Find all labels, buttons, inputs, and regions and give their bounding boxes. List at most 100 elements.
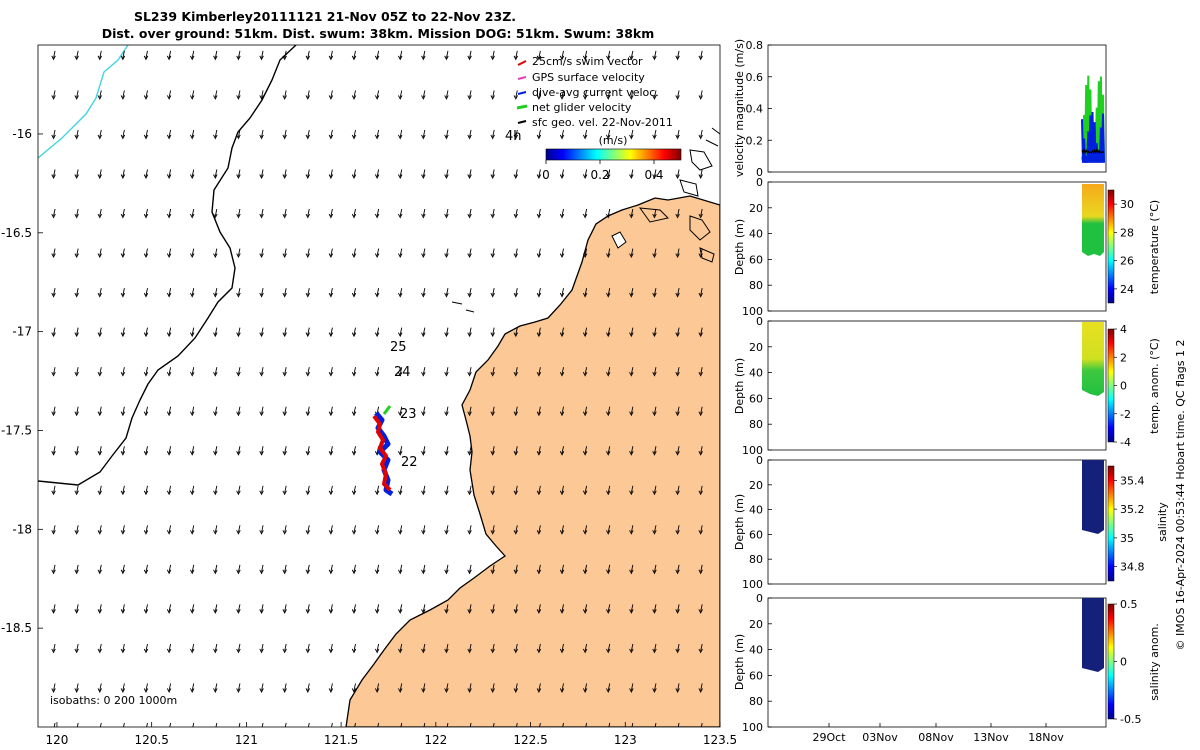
sfc-velocity-arrowhead xyxy=(374,134,380,140)
sfc-velocity-arrow xyxy=(122,208,125,217)
sfc-velocity-arrow xyxy=(584,683,588,691)
sfc-velocity-arrow xyxy=(538,248,541,256)
sfc-velocity-arrow xyxy=(122,446,125,454)
sfc-velocity-arrowhead xyxy=(536,490,542,496)
sfc-velocity-arrow xyxy=(561,90,564,98)
sfc-velocity-arrowhead xyxy=(190,728,194,732)
sfc-velocity-arrowhead xyxy=(559,411,565,417)
sfc-velocity-arrow xyxy=(191,90,195,98)
sfc-velocity-arrowhead xyxy=(675,451,680,456)
map-panel: 4h 25 24 23 22 120 120.5 121 121.5 122 122.5 1… xyxy=(1,44,737,747)
net-velocity-track xyxy=(382,405,392,415)
sfc-velocity-arrowhead xyxy=(236,451,241,456)
sfc-velocity-arrowhead xyxy=(606,688,611,693)
sfc-velocity-arrowhead xyxy=(675,609,680,614)
sfc-velocity-arrowhead xyxy=(213,411,218,417)
sfc-velocity-arrowhead xyxy=(582,55,588,61)
sfc-velocity-arrow xyxy=(261,564,264,572)
sfc-velocity-arrowhead xyxy=(166,253,172,259)
sfc-velocity-arrow xyxy=(561,525,564,533)
sfc-velocity-arrow xyxy=(168,129,172,138)
sfc-velocity-arrowhead xyxy=(675,411,680,417)
sfc-velocity-arrow xyxy=(446,564,449,572)
sfc-velocity-arrow xyxy=(284,446,287,454)
sfc-velocity-arrow xyxy=(654,367,657,375)
sfc-velocity-arrowhead xyxy=(166,451,172,456)
sfc-velocity-arrowhead xyxy=(490,490,495,496)
sfc-velocity-arrow xyxy=(214,248,218,256)
sfc-velocity-arrowhead xyxy=(513,95,518,100)
sfc-velocity-arrowhead xyxy=(559,451,565,456)
sfc-velocity-arrowhead xyxy=(699,728,703,732)
sfc-velocity-arrowhead xyxy=(259,371,264,377)
sfc-velocity-arrow xyxy=(515,169,518,177)
sfc-velocity-arrow xyxy=(630,485,634,493)
sfc-velocity-arrowhead xyxy=(282,609,287,614)
sfc-velocity-arrow xyxy=(630,288,634,296)
sfc-velocity-arrow xyxy=(446,367,449,375)
sfc-velocity-arrowhead xyxy=(190,332,195,338)
sfc-velocity-arrow xyxy=(630,169,634,177)
sfc-velocity-arrowhead xyxy=(698,411,703,417)
sfc-velocity-arrow xyxy=(261,643,264,652)
sfc-velocity-arrow xyxy=(422,525,426,533)
sfc-velocity-arrowhead xyxy=(421,174,426,179)
sfc-velocity-arrow xyxy=(584,525,588,533)
sfc-velocity-arrowhead xyxy=(120,253,126,259)
sfc-velocity-arrow xyxy=(168,367,172,375)
sfc-velocity-arrow xyxy=(353,248,356,256)
sfc-velocity-arrowhead xyxy=(120,95,126,100)
sfc-velocity-arrow xyxy=(469,248,472,256)
sfc-velocity-arrowhead xyxy=(374,648,380,654)
sfc-velocity-arrowhead xyxy=(120,292,126,298)
sfc-velocity-arrow xyxy=(307,406,310,414)
map-colorbar-gradient xyxy=(545,148,682,161)
sfc-velocity-arrowhead xyxy=(653,728,657,732)
sfc-velocity-arrow xyxy=(376,485,380,493)
sfc-velocity-arrow xyxy=(284,248,287,256)
sfc-velocity-arrow xyxy=(492,525,495,533)
sfc-velocity-arrow xyxy=(353,208,356,217)
sfc-velocity-arrow xyxy=(631,722,634,727)
sfc-velocity-arrow xyxy=(677,50,680,58)
sfc-velocity-arrowhead xyxy=(606,332,611,338)
sfc-velocity-arrow xyxy=(607,327,611,335)
depth-ytick-label: 20 xyxy=(749,202,763,215)
sfc-velocity-arrowhead xyxy=(213,451,218,456)
sfc-velocity-arrow xyxy=(53,564,56,572)
sfc-velocity-arrowhead xyxy=(398,609,403,614)
sfc-velocity-arrowhead xyxy=(305,134,310,140)
depth-panels: Depth (m) temperature (°C) Depth (m) tem… xyxy=(733,176,1169,744)
sfc-velocity-arrowhead xyxy=(305,688,310,693)
sfc-velocity-arrow xyxy=(561,327,564,335)
sfc-velocity-arrow xyxy=(238,446,241,454)
sfc-velocity-arrow xyxy=(677,525,680,533)
sfc-velocity-arrowhead xyxy=(328,371,334,377)
sfc-velocity-arrowhead xyxy=(513,292,518,298)
sfc-velocity-arrowhead xyxy=(74,134,79,140)
legend-swatch-sfc xyxy=(517,120,527,124)
sfc-velocity-arrow xyxy=(122,288,125,296)
sfc-velocity-arrowhead xyxy=(444,530,449,535)
sfc-velocity-arrowhead xyxy=(606,728,610,732)
sfc-velocity-arrow xyxy=(330,643,333,652)
sfc-velocity-arrowhead xyxy=(328,292,334,298)
sfc-velocity-arrow xyxy=(238,90,241,98)
sfc-velocity-arrowhead xyxy=(51,55,56,61)
sfc-velocity-arrow xyxy=(145,604,148,612)
depth-ytick-label: 80 xyxy=(749,695,763,708)
sfc-velocity-arrow xyxy=(677,288,680,296)
sfc-velocity-arrowhead xyxy=(166,213,172,219)
sfc-velocity-arrowhead xyxy=(490,134,495,140)
sfc-velocity-arrowhead xyxy=(143,490,149,496)
sfc-velocity-arrow xyxy=(353,90,356,98)
sfc-velocity-arrow xyxy=(99,208,102,217)
colorbar-tick-label: 35 xyxy=(1120,532,1134,545)
map-ytick-label: -17 xyxy=(12,325,32,339)
sfc-velocity-arrow xyxy=(99,288,102,296)
sfc-velocity-arrowhead xyxy=(305,530,310,535)
sfc-velocity-arrow xyxy=(561,367,564,375)
sfc-velocity-arrow xyxy=(145,327,148,335)
sfc-velocity-arrowhead xyxy=(259,530,264,535)
sfc-velocity-arrowhead xyxy=(698,332,703,338)
